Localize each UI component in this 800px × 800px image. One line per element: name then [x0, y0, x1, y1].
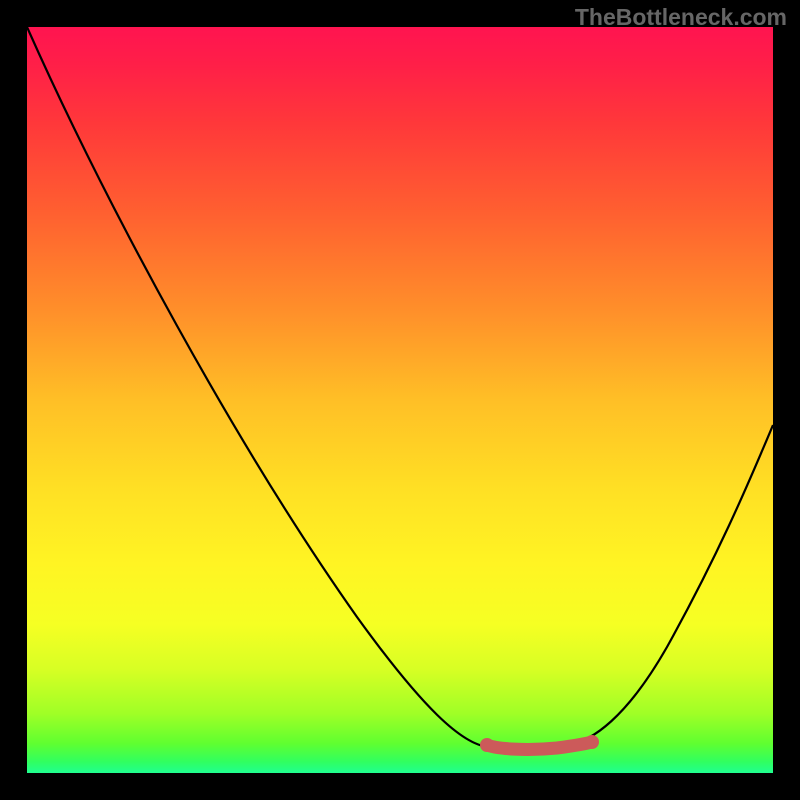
optimal-range-start-dot [480, 738, 494, 752]
chart-plot-area [27, 27, 773, 773]
chart-background-gradient [27, 27, 773, 773]
watermark-text: TheBottleneck.com [575, 4, 787, 31]
optimal-range-segment [487, 742, 592, 749]
chart-svg [27, 27, 773, 773]
optimal-range-end-dot [585, 735, 599, 749]
